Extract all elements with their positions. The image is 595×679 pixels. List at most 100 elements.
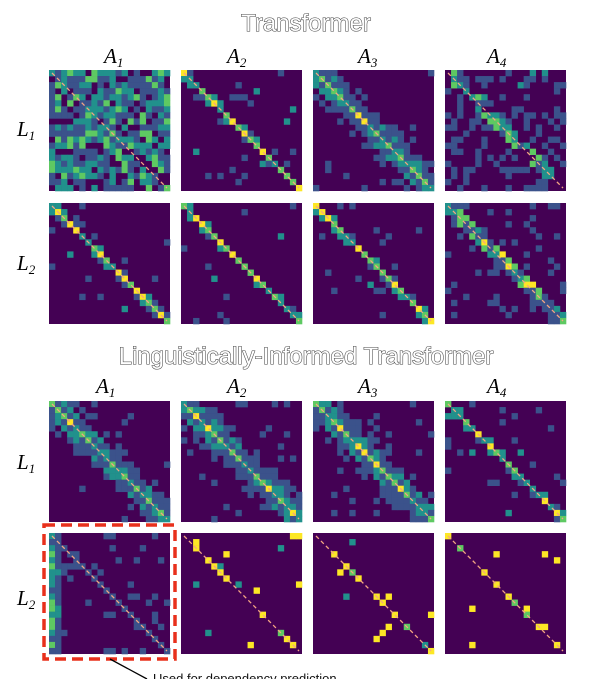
heatmap-cell: [79, 94, 86, 101]
heatmap-cell: [355, 245, 362, 252]
heatmap-cell: [559, 287, 567, 295]
heatmap-cell: [121, 473, 128, 480]
heatmap-cell: [103, 166, 110, 174]
heatmap-cell: [319, 419, 326, 426]
heatmap-cell: [85, 82, 92, 89]
heatmap-cell: [511, 166, 518, 174]
heatmap-cell: [91, 455, 98, 462]
heatmap-cell: [109, 449, 116, 456]
heatmap-cell: [55, 563, 62, 570]
heatmap-cell: [217, 413, 224, 420]
heatmap-cell: [385, 431, 392, 438]
heatmap-cell: [499, 407, 506, 414]
heatmap-cell: [553, 124, 561, 131]
heatmap-cell: [505, 184, 512, 192]
heatmap-cell: [343, 413, 350, 420]
heatmap-cell: [511, 305, 518, 313]
heatmap-cell: [535, 124, 543, 131]
heatmap-cell: [289, 503, 297, 511]
heatmap-cell: [91, 245, 98, 252]
heatmap-cell: [277, 293, 285, 301]
heatmap-cell: [91, 94, 98, 101]
heatmap-cell: [127, 172, 134, 180]
heatmap-cell: [247, 455, 254, 462]
heatmap-cell: [511, 263, 518, 270]
heatmap-cell: [121, 647, 128, 655]
diagonal-reference-line: [315, 535, 432, 652]
heatmap-cell: [61, 124, 68, 131]
heatmap-cell: [277, 497, 285, 505]
heatmap-cell: [457, 100, 464, 107]
heatmap-cell: [295, 491, 303, 499]
heatmap-cell: [121, 112, 128, 119]
heatmap-cell: [451, 311, 458, 319]
heatmap-cell: [373, 118, 380, 125]
heatmap-cell: [535, 245, 543, 252]
heatmap-cell: [193, 401, 200, 408]
heatmap-cell: [475, 76, 482, 83]
heatmap-cell: [481, 233, 488, 240]
heatmap-cell: [115, 275, 122, 282]
heatmap-cell: [403, 497, 411, 505]
heatmap-cell: [379, 239, 386, 246]
heatmap-cell: [67, 70, 74, 77]
heatmap-cell: [145, 172, 153, 180]
heatmap-cell: [151, 148, 159, 155]
heatmap-cell: [157, 515, 165, 523]
heatmap-cell: [397, 142, 405, 149]
heatmap-cell: [109, 611, 116, 618]
heatmap-cell: [337, 431, 344, 438]
heatmap-cell: [505, 221, 512, 228]
heatmap-cell: [541, 172, 549, 180]
heatmap-cell: [97, 82, 104, 89]
heatmap-cell: [67, 142, 74, 149]
heatmap-cell: [505, 166, 512, 174]
heatmap-cell: [487, 269, 494, 276]
diagonal-reference-line: [447, 403, 564, 520]
heatmap-cell: [163, 136, 171, 143]
heatmap-cell: [211, 275, 218, 282]
heatmap-cell: [343, 485, 350, 493]
heatmap-cell: [127, 154, 134, 162]
heatmap-cell: [457, 106, 464, 113]
heatmap-cell: [73, 551, 80, 558]
heatmap-cell: [289, 106, 297, 113]
heatmap-cell: [205, 425, 212, 432]
heatmap-cell: [217, 100, 224, 107]
heatmap-cell: [85, 88, 92, 95]
heatmap-cell: [55, 587, 62, 594]
heatmap-grid: [49, 70, 567, 655]
heatmap-cell: [505, 467, 512, 474]
heatmap-cell: [457, 76, 464, 83]
heatmap-cell: [91, 154, 98, 162]
heatmap-cell: [331, 287, 338, 295]
heatmap-cell: [313, 419, 320, 426]
heatmap-cell: [145, 497, 153, 505]
heatmap-cell: [157, 160, 165, 168]
heatmap-cell: [325, 269, 332, 276]
heatmap-cell: [259, 281, 266, 288]
heatmap-cell: [223, 317, 230, 325]
heatmap-cell: [553, 503, 561, 511]
heatmap-cell: [355, 106, 362, 113]
heatmap-cell: [379, 455, 386, 462]
heatmap-cell: [103, 611, 110, 618]
heatmap-cell: [385, 142, 392, 149]
heatmap-cell: [157, 100, 165, 107]
heatmap-cell: [49, 617, 56, 625]
heatmap-cell: [133, 70, 141, 77]
heatmap-cell: [61, 160, 68, 168]
heatmap-cell: [505, 148, 512, 155]
heatmap-cell: [67, 130, 74, 137]
heatmap-cell: [421, 172, 429, 180]
heatmap-cell: [475, 106, 482, 113]
heatmap-cell: [355, 575, 362, 582]
heatmap-cell: [409, 503, 417, 511]
heatmap-cell: [163, 70, 171, 77]
heatmap-cell: [55, 533, 62, 540]
heatmap-cell: [115, 461, 122, 468]
heatmap-cell: [85, 124, 92, 131]
heatmap-cell: [151, 88, 159, 95]
heatmap-cell: [289, 148, 297, 155]
heatmap-cell: [121, 461, 128, 468]
